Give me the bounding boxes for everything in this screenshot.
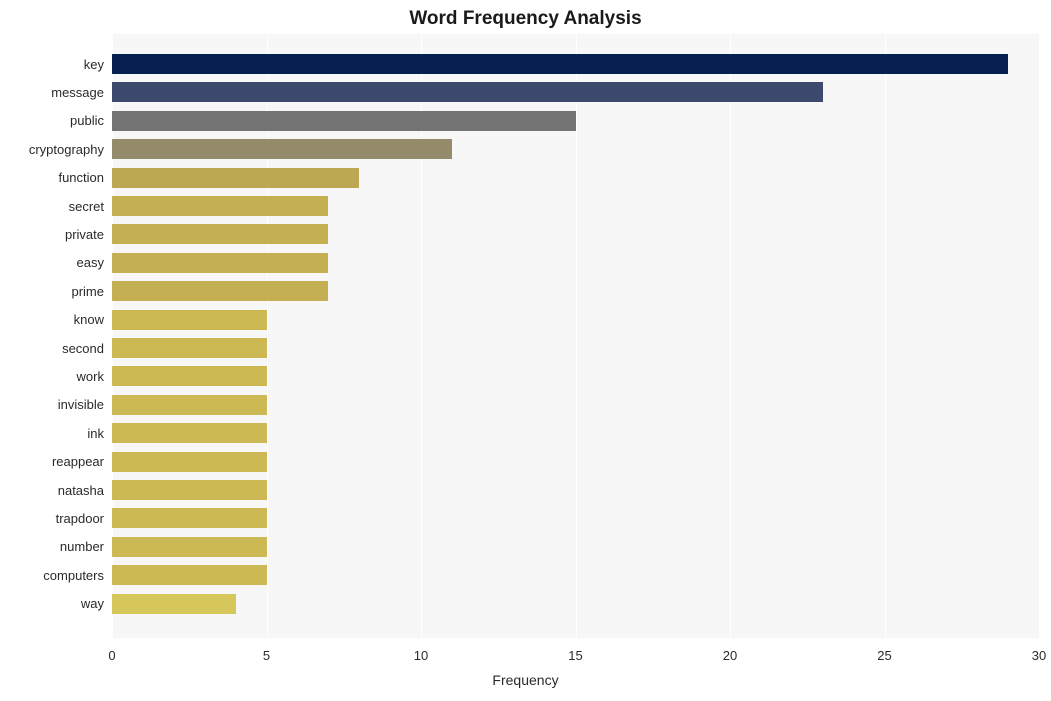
x-tick-label: 10 [414,648,428,663]
bar [112,452,267,472]
y-tick-label: work [77,369,104,384]
x-tick-label: 25 [877,648,891,663]
bar [112,565,267,585]
bar [112,168,359,188]
x-tick-label: 20 [723,648,737,663]
bar [112,338,267,358]
y-tick-label: invisible [58,397,104,412]
y-tick-label: reappear [52,454,104,469]
bar [112,196,328,216]
grid-line [1039,34,1040,638]
bar [112,281,328,301]
x-axis-label: Frequency [0,672,1051,688]
y-tick-label: computers [43,568,104,583]
chart-title: Word Frequency Analysis [0,8,1051,30]
y-tick-label: natasha [58,483,104,498]
y-tick-label: easy [77,255,104,270]
x-tick-label: 15 [568,648,582,663]
y-tick-label: ink [87,426,104,441]
y-tick-label: private [65,227,104,242]
grid-line [885,34,886,638]
y-tick-label: prime [71,284,104,299]
y-tick-label: second [62,341,104,356]
grid-line [576,34,577,638]
bar [112,395,267,415]
y-tick-label: public [70,113,104,128]
bar [112,480,267,500]
grid-line [730,34,731,638]
bar [112,111,576,131]
y-tick-label: way [81,596,104,611]
x-tick-label: 0 [108,648,115,663]
bar [112,139,452,159]
plot-area [112,34,1039,638]
x-tick-label: 30 [1032,648,1046,663]
bar [112,366,267,386]
bar [112,224,328,244]
bar [112,423,267,443]
chart-container: Word Frequency Analysis Frequency 0 5 10 15… [0,0,1051,701]
bar [112,594,236,614]
bar [112,310,267,330]
y-tick-label: cryptography [29,142,104,157]
y-tick-label: number [60,539,104,554]
y-tick-label: function [58,170,104,185]
y-tick-label: know [74,312,104,327]
x-tick-label: 5 [263,648,270,663]
y-tick-label: message [51,85,104,100]
y-tick-label: key [84,57,104,72]
bar [112,537,267,557]
bar [112,508,267,528]
bar [112,253,328,273]
bar [112,82,823,102]
bar [112,54,1008,74]
y-tick-label: secret [69,199,104,214]
y-tick-label: trapdoor [56,511,104,526]
